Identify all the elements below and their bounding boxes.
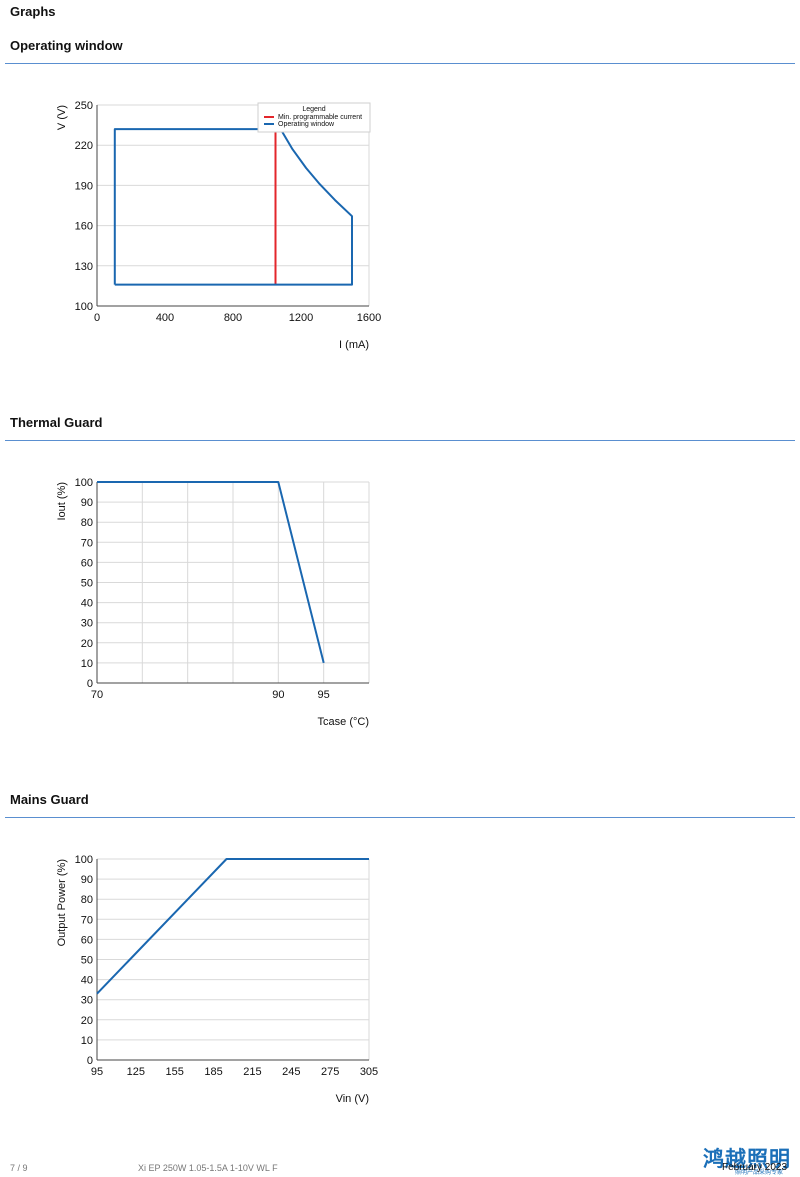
x-tick-label: 800 bbox=[224, 312, 242, 324]
legend-box bbox=[257, 102, 371, 133]
x-tick-label: 70 bbox=[91, 689, 103, 701]
y-tick-label: 40 bbox=[81, 598, 93, 610]
page-number: 7 / 9 bbox=[10, 1163, 28, 1173]
y-tick-label: 10 bbox=[81, 658, 93, 670]
x-tick-label: 1200 bbox=[289, 312, 313, 324]
x-axis-title: I (mA) bbox=[339, 339, 369, 351]
y-tick-label: 220 bbox=[75, 140, 93, 152]
y-tick-label: 90 bbox=[81, 497, 93, 509]
y-tick-label: 30 bbox=[81, 995, 93, 1007]
y-tick-label: 40 bbox=[81, 975, 93, 987]
operating-window-chart: 100 130 160 190 220 250 0 400 800 1200 1600 I (mA) V… bbox=[56, 100, 381, 351]
thermal-guard-chart: 0 10 20 30 40 50 60 70 80 90 100 70 90 95 Tcase (°C) Io… bbox=[56, 477, 370, 728]
operating-window-line bbox=[113, 128, 353, 286]
y-tick-label: 80 bbox=[81, 517, 93, 529]
y-tick-label: 0 bbox=[87, 678, 93, 690]
y-tick-label: 70 bbox=[81, 537, 93, 549]
x-tick-label: 90 bbox=[272, 689, 284, 701]
y-axis-title: V (V) bbox=[56, 105, 68, 130]
section-divider bbox=[5, 63, 795, 64]
document-date: February 2023 bbox=[722, 1162, 788, 1173]
y-tick-label: 190 bbox=[75, 180, 93, 192]
y-tick-label: 20 bbox=[81, 638, 93, 650]
y-tick-label: 90 bbox=[81, 874, 93, 886]
y-tick-label: 10 bbox=[81, 1035, 93, 1047]
y-axis-title: Iout (%) bbox=[56, 482, 68, 521]
watermark-subtitle: 照明产品采购专家 bbox=[735, 1169, 784, 1176]
x-tick-label: 95 bbox=[318, 689, 330, 701]
watermark-logo: 鸿越照明 bbox=[703, 1147, 791, 1171]
x-tick-label: 245 bbox=[282, 1066, 300, 1078]
x-axis-title: Tcase (°C) bbox=[318, 716, 369, 728]
y-tick-label: 160 bbox=[75, 221, 93, 233]
y-tick-label: 60 bbox=[81, 934, 93, 946]
x-tick-label: 95 bbox=[91, 1066, 103, 1078]
legend-label: Min. programmable current bbox=[278, 114, 362, 121]
y-tick-label: 70 bbox=[81, 914, 93, 926]
y-tick-label: 0 bbox=[87, 1055, 93, 1067]
y-tick-label: 30 bbox=[81, 618, 93, 630]
y-tick-label: 50 bbox=[81, 578, 93, 590]
series-line bbox=[96, 858, 369, 995]
mains-guard-chart: 0 10 20 30 40 50 60 70 80 90 100 95 125 155 185 215 245 2… bbox=[56, 854, 378, 1105]
legend-title: Legend bbox=[302, 106, 325, 113]
section-title-thermal-guard: Thermal Guard bbox=[10, 415, 103, 430]
legend-label: Operating window bbox=[278, 121, 335, 128]
product-name: Xi EP 250W 1.05-1.5A 1-10V WL F bbox=[138, 1163, 278, 1173]
y-tick-label: 100 bbox=[75, 854, 93, 866]
x-tick-label: 155 bbox=[166, 1066, 184, 1078]
y-tick-label: 50 bbox=[81, 955, 93, 967]
x-tick-label: 275 bbox=[321, 1066, 339, 1078]
y-tick-label: 130 bbox=[75, 261, 93, 273]
y-tick-label: 80 bbox=[81, 894, 93, 906]
page-title: Graphs bbox=[10, 4, 56, 19]
section-divider bbox=[5, 440, 795, 441]
x-tick-label: 0 bbox=[94, 312, 100, 324]
series-line bbox=[97, 481, 325, 664]
section-title-operating-window: Operating window bbox=[10, 38, 123, 53]
x-tick-label: 1600 bbox=[357, 312, 381, 324]
y-tick-label: 20 bbox=[81, 1015, 93, 1027]
y-axis-title: Output Power (%) bbox=[56, 859, 68, 946]
section-title-mains-guard: Mains Guard bbox=[10, 792, 89, 807]
x-tick-label: 125 bbox=[127, 1066, 145, 1078]
x-tick-label: 185 bbox=[204, 1066, 222, 1078]
section-divider bbox=[5, 817, 795, 818]
x-tick-label: 400 bbox=[156, 312, 174, 324]
y-tick-label: 100 bbox=[75, 477, 93, 489]
x-tick-label: 215 bbox=[243, 1066, 261, 1078]
y-tick-label: 60 bbox=[81, 557, 93, 569]
y-tick-label: 100 bbox=[75, 301, 93, 313]
x-tick-label: 305 bbox=[360, 1066, 378, 1078]
y-tick-label: 250 bbox=[75, 100, 93, 112]
x-axis-title: Vin (V) bbox=[336, 1093, 369, 1105]
